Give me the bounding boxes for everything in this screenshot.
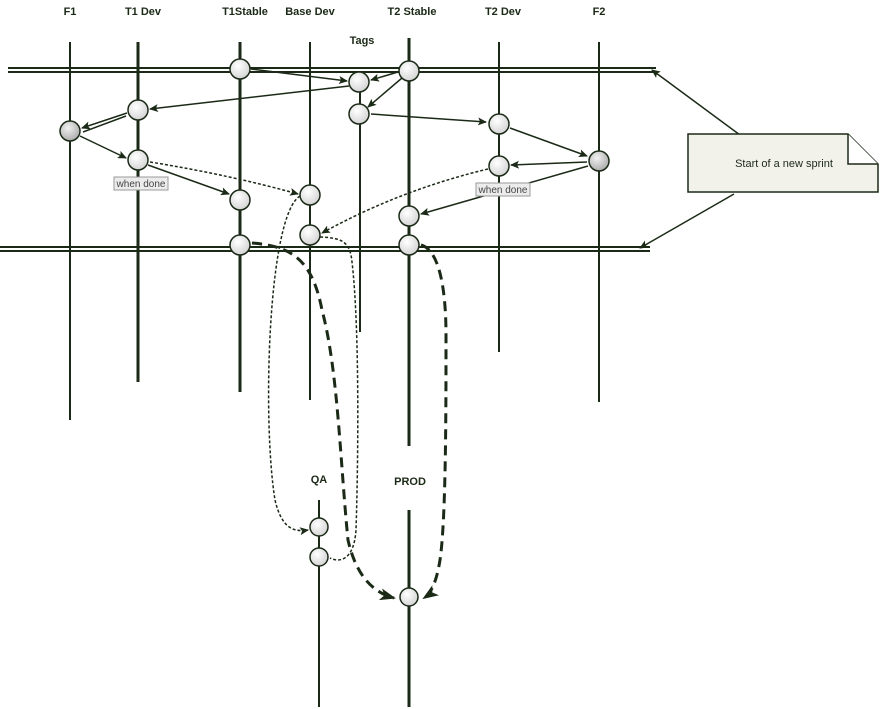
lane-label-qa: QA <box>311 474 328 486</box>
flow-tag-to-t2dev <box>370 113 487 126</box>
when-done-text-t2: when done <box>478 185 528 196</box>
note-arrow-bottom <box>639 193 735 249</box>
note-fold-corner <box>847 134 878 165</box>
flow-tag-to-t1dev <box>149 85 350 113</box>
node-t2stable-bottom <box>398 234 420 256</box>
flow-t2dev-to-f2 <box>509 127 588 158</box>
node-f2 <box>588 150 610 172</box>
lane-label-t2-dev: T2 Dev <box>485 6 522 18</box>
flow-t2stable-to-tag <box>370 71 399 82</box>
flow-f1-to-t1dev <box>79 135 127 159</box>
node-prod <box>399 587 419 607</box>
lane-label-f2: F2 <box>593 6 606 18</box>
when-done-badge-t2: when done <box>475 182 531 197</box>
flow-t1dev-to-f1-double <box>82 115 127 133</box>
lane-label-f1: F1 <box>64 6 77 18</box>
flow-f2-to-t2dev <box>510 160 588 169</box>
node-t2dev-2 <box>488 155 510 177</box>
flow-t2stable-to-prod-dashed <box>420 243 448 600</box>
node-tag-1 <box>348 71 370 93</box>
node-t2dev-1 <box>488 113 510 135</box>
node-basedev-2 <box>299 224 321 246</box>
lane-label-tags: Tags <box>350 35 375 47</box>
node-qa-2 <box>309 547 329 567</box>
flow-t1dev-to-basedev-dotted <box>149 161 299 196</box>
node-f1 <box>59 120 81 142</box>
node-basedev-1 <box>299 184 321 206</box>
node-t2stable-mid <box>398 205 420 227</box>
note-arrow-top <box>651 69 741 136</box>
when-done-text-t1: when done <box>116 179 166 190</box>
flow-t1stable-to-prod-dashed <box>251 241 396 601</box>
flow-t1stable-to-tag <box>250 68 348 84</box>
flow-t2dev-to-basedev-dotted <box>321 168 489 234</box>
flow-basedev-to-qa-dotted <box>267 195 309 536</box>
flow-t1dev-to-t1stable <box>147 164 230 196</box>
node-tag-2 <box>348 103 370 125</box>
node-qa-1 <box>309 517 329 537</box>
lane-label-base-dev: Base Dev <box>285 6 335 18</box>
flow-t2stable-to-tag2 <box>367 77 403 108</box>
flow-basedev-to-qa-loop-dotted <box>319 236 359 561</box>
when-done-badge-t1: when done <box>113 176 169 191</box>
flow-t1dev-to-f1 <box>81 112 128 130</box>
node-t1stable-bottom <box>229 234 251 256</box>
lane-label-t2-stable: T2 Stable <box>388 6 437 18</box>
lane-label-prod: PROD <box>394 476 426 488</box>
note-text: Start of a new sprint <box>735 158 833 170</box>
sprint-note: Start of a new sprint <box>687 133 879 193</box>
node-t2stable-top <box>398 60 420 82</box>
lane-label-t1-dev: T1 Dev <box>125 6 162 18</box>
node-t1dev-2 <box>127 149 149 171</box>
lane-label-t1-stable: T1Stable <box>222 6 268 18</box>
node-t1stable-top <box>229 58 251 80</box>
note-shape <box>687 133 879 193</box>
node-t1stable-mid <box>229 189 251 211</box>
node-t1dev-1 <box>127 99 149 121</box>
